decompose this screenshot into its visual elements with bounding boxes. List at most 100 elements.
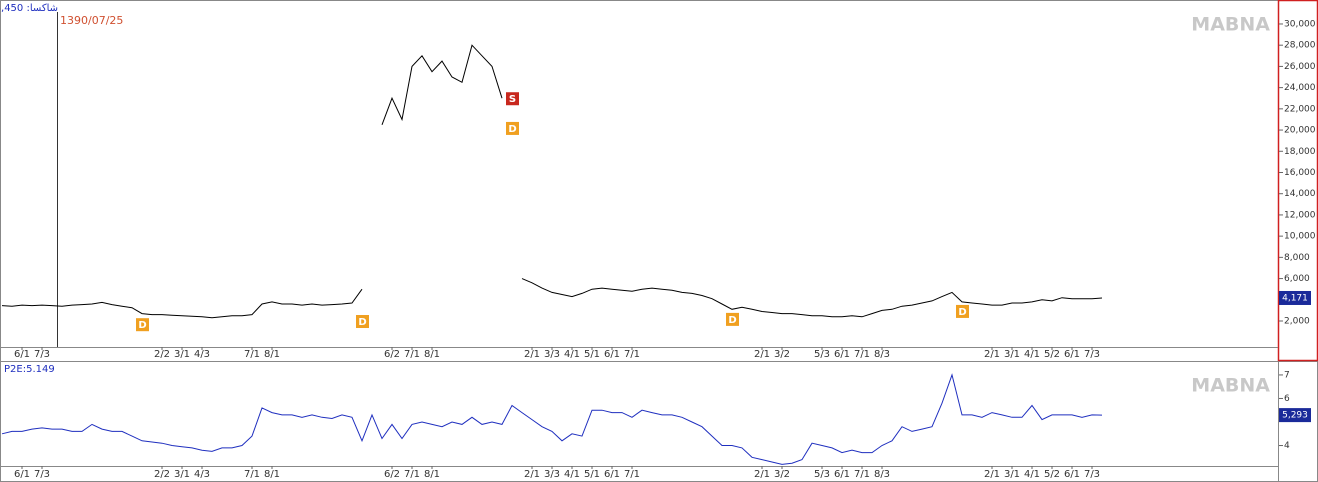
signal-label: D (358, 317, 366, 328)
x-tick-label: 2/1 (984, 469, 1000, 480)
x-tick-label: 4/1 (1024, 469, 1040, 480)
x-tick-label: 7/3 (34, 349, 50, 360)
last-value-box (1279, 290, 1311, 305)
x-tick-label: 3/3 (544, 349, 560, 360)
y-tick-label: 30,000 (1284, 19, 1316, 29)
x-tick-label: 4/1 (564, 349, 580, 360)
p2e-title: P2E:5.149 (4, 364, 55, 375)
x-tick-label: 3/1 (1004, 469, 1020, 480)
x-tick-label: 3/2 (774, 469, 790, 480)
signal-label: D (958, 307, 966, 318)
x-tick-label: 6/1 (604, 349, 620, 360)
x-tick-label: 5/2 (1044, 469, 1060, 480)
signal-label: D (138, 320, 146, 331)
x-tick-label: 8/1 (424, 349, 440, 360)
y-tick-label: 6 (1284, 394, 1290, 404)
x-tick-label: 4/1 (564, 469, 580, 480)
y-tick-label: 2,000 (1284, 317, 1310, 327)
x-tick-label: 7/1 (404, 349, 420, 360)
x-tick-label: 6/1 (1064, 469, 1080, 480)
x-tick-label: 6/1 (1064, 349, 1080, 360)
signal-marker (506, 92, 519, 106)
y-tick-label: 14,000 (1284, 189, 1316, 199)
x-tick-label: 6/1 (834, 469, 850, 480)
y-tick-label: 6,000 (1284, 274, 1310, 284)
y-tick-label: 22,000 (1284, 104, 1316, 114)
signal-marker (136, 318, 149, 332)
x-tick-label: 5/3 (814, 349, 830, 360)
x-tick-label: 7/1 (244, 469, 260, 480)
last-value-label: 4,171 (1282, 293, 1308, 303)
x-tick-label: 3/2 (774, 349, 790, 360)
x-tick-label: 3/1 (174, 349, 190, 360)
x-tick-label: 3/1 (1004, 349, 1020, 360)
x-tick-label: 2/1 (754, 349, 770, 360)
x-tick-label: 5/1 (584, 469, 600, 480)
y-tick-label: 8,000 (1284, 253, 1310, 263)
y-tick-label: 20,000 (1284, 126, 1316, 136)
y-tick-label: 7 (1284, 370, 1290, 380)
y-tick-label: 24,000 (1284, 83, 1316, 93)
x-tick-label: 6/2 (384, 349, 400, 360)
x-tick-label: 8/3 (874, 469, 890, 480)
watermark: MABNA (1191, 375, 1270, 397)
y-tick-label: 16,000 (1284, 168, 1316, 178)
x-tick-label: 7/1 (854, 469, 870, 480)
x-tick-label: 2/1 (524, 349, 540, 360)
x-tick-label: 7/3 (1084, 469, 1100, 480)
x-tick-label: 2/1 (754, 469, 770, 480)
x-tick-label: 4/3 (194, 349, 210, 360)
x-tick-label: 7/1 (624, 349, 640, 360)
x-tick-label: 2/2 (154, 469, 170, 480)
y-tick-label: 12,000 (1284, 210, 1316, 220)
last-value-label: 5,293 (1282, 411, 1308, 421)
x-tick-label: 5/2 (1044, 349, 1060, 360)
x-tick-label: 3/1 (174, 469, 190, 480)
y-tick-label: 4 (1284, 441, 1290, 451)
x-tick-label: 6/1 (14, 469, 30, 480)
y-tick-label: 10,000 (1284, 232, 1316, 242)
x-tick-label: 5/3 (814, 469, 830, 480)
x-tick-label: 8/1 (264, 349, 280, 360)
y-tick-label: 28,000 (1284, 41, 1316, 51)
x-tick-label: 4/3 (194, 469, 210, 480)
price-line (1, 44, 1103, 319)
x-tick-label: 6/1 (834, 349, 850, 360)
price-line (1, 373, 1103, 465)
x-tick-label: 7/1 (624, 469, 640, 480)
x-tick-label: 7/1 (244, 349, 260, 360)
signal-marker (356, 315, 369, 329)
x-tick-label: 7/3 (1084, 349, 1100, 360)
signal-label: S (509, 94, 516, 105)
signal-marker (726, 312, 739, 326)
x-tick-label: 6/1 (604, 469, 620, 480)
x-tick-label: 8/1 (264, 469, 280, 480)
x-tick-label: 7/3 (34, 469, 50, 480)
x-tick-label: 7/1 (854, 349, 870, 360)
x-tick-label: 2/2 (154, 349, 170, 360)
signal-marker (506, 121, 519, 135)
signal-marker (956, 304, 969, 318)
symbol-label: شاکسا: 3,450 (0, 3, 58, 14)
signal-label: D (728, 315, 736, 326)
watermark: MABNA (1191, 14, 1270, 36)
x-tick-label: 3/3 (544, 469, 560, 480)
cursor-date: 1390/07/25 (60, 14, 123, 27)
last-value-box (1279, 408, 1311, 423)
x-tick-label: 4/1 (1024, 349, 1040, 360)
signal-label: D (508, 124, 516, 135)
x-tick-label: 6/2 (384, 469, 400, 480)
x-tick-label: 6/1 (14, 349, 30, 360)
x-tick-label: 8/1 (424, 469, 440, 480)
x-tick-label: 8/3 (874, 349, 890, 360)
y-tick-label: 18,000 (1284, 147, 1316, 157)
price-axis-frame (1277, 0, 1318, 362)
x-tick-label: 7/1 (404, 469, 420, 480)
x-tick-label: 2/1 (524, 469, 540, 480)
x-tick-label: 2/1 (984, 349, 1000, 360)
x-tick-label: 5/1 (584, 349, 600, 360)
y-tick-label: 26,000 (1284, 62, 1316, 72)
